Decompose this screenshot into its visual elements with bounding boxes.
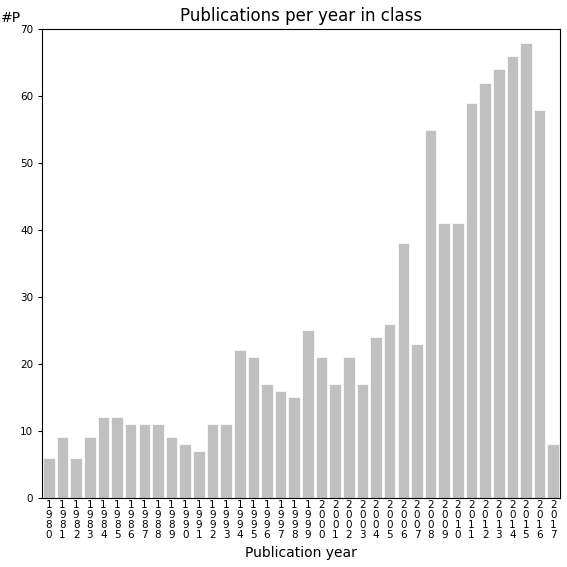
Bar [261,384,273,498]
Bar [248,357,259,498]
Bar [166,438,177,498]
Bar [289,397,300,498]
X-axis label: Publication year: Publication year [245,546,357,560]
Bar [548,444,559,498]
Bar [506,56,518,498]
Bar [370,337,382,498]
Bar [98,417,109,498]
Bar [438,223,450,498]
Bar [193,451,205,498]
Bar [111,417,123,498]
Bar [425,130,437,498]
Bar [397,243,409,498]
Bar [384,324,395,498]
Bar [479,83,491,498]
Bar [493,69,505,498]
Bar [138,424,150,498]
Bar [152,424,164,498]
Bar [234,350,246,498]
Bar [207,424,218,498]
Bar [84,438,96,498]
Bar [43,458,54,498]
Bar [357,384,368,498]
Bar [179,444,191,498]
Bar [57,438,69,498]
Bar [316,357,327,498]
Bar [411,344,423,498]
Bar [343,357,354,498]
Bar [221,424,232,498]
Bar [520,43,532,498]
Bar [302,331,314,498]
Bar [329,384,341,498]
Bar [275,391,286,498]
Bar [125,424,137,498]
Bar [466,103,477,498]
Bar [452,223,464,498]
Bar [70,458,82,498]
Text: #P: #P [1,11,21,24]
Title: Publications per year in class: Publications per year in class [180,7,422,25]
Bar [534,109,545,498]
